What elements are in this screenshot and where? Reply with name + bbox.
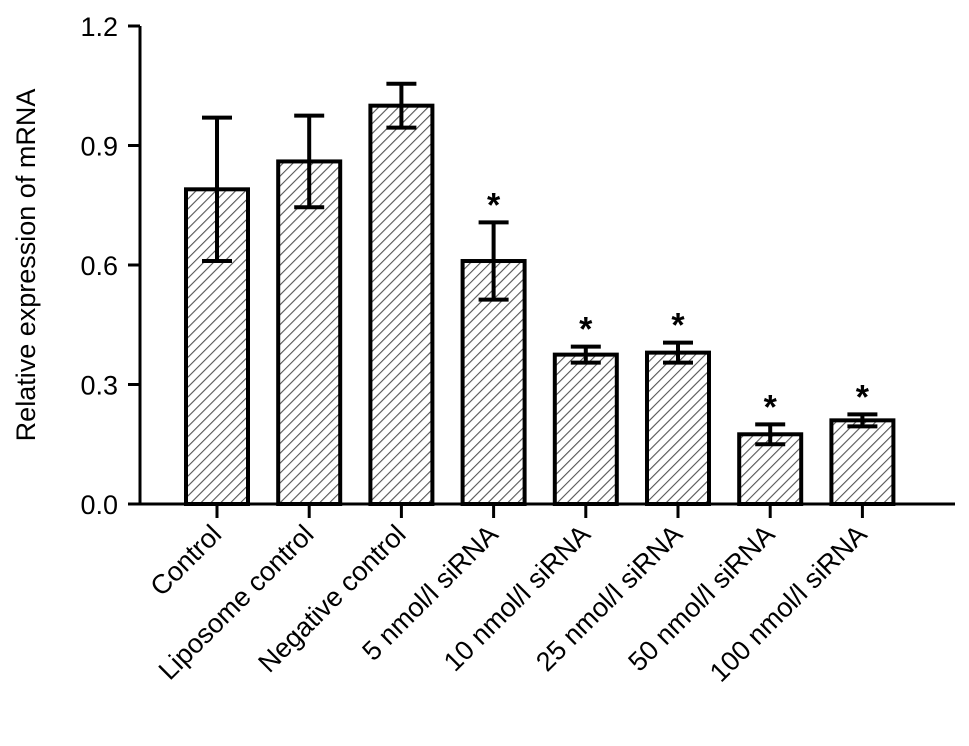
- y-axis-title: Relative expression of mRNA: [11, 89, 41, 442]
- significance-star: *: [764, 388, 778, 426]
- bar: [829, 418, 896, 507]
- x-axis: [138, 502, 955, 518]
- significance-star: *: [671, 307, 685, 345]
- bar: [368, 103, 435, 507]
- error-bars-group: [202, 81, 878, 447]
- x-category-label: Control: [144, 519, 227, 602]
- bar: [276, 159, 343, 507]
- significance-star: *: [579, 311, 593, 349]
- y-tick-label: 0.0: [80, 490, 118, 520]
- y-tick-label: 0.9: [80, 132, 118, 162]
- y-tick-label: 1.2: [80, 12, 118, 42]
- significance-star: *: [487, 186, 501, 224]
- significance-markers: * * * * *: [487, 186, 870, 426]
- x-category-label: 100 nmol/l siRNA: [704, 519, 873, 688]
- bar: [645, 350, 711, 506]
- y-tick-label: 0.3: [80, 371, 118, 401]
- significance-star: *: [856, 378, 870, 416]
- bar: [552, 352, 619, 506]
- y-tick-label: 0.6: [80, 251, 118, 281]
- bars-group: [184, 103, 896, 507]
- x-category-label: Liposome control: [153, 519, 320, 686]
- y-axis: 0.0 0.3 0.6 0.9 1.2: [80, 12, 142, 520]
